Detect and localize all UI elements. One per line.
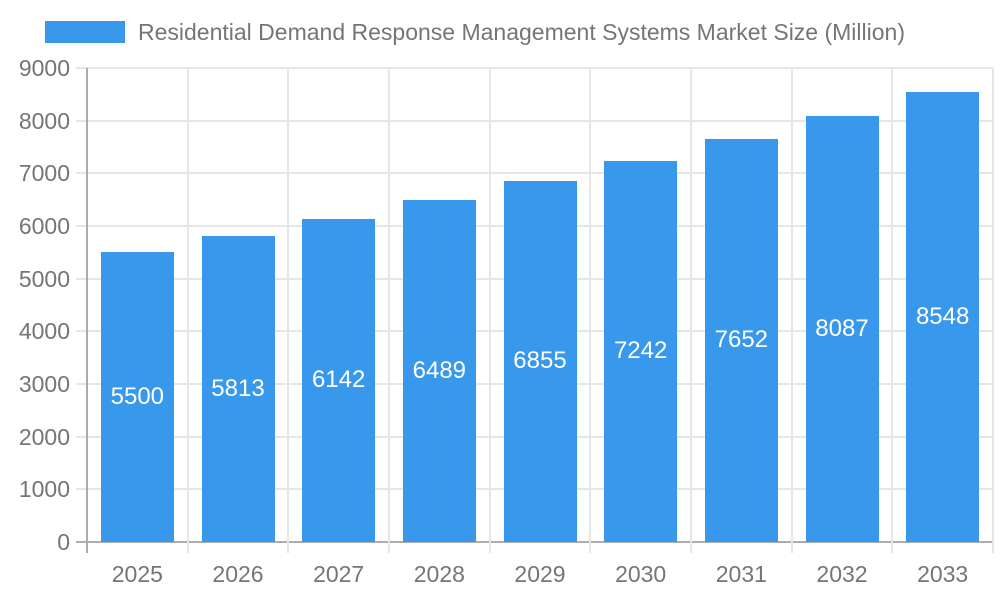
bar-2026 [201,235,275,542]
bar-value-label: 6142 [311,366,366,394]
y-axis-tick-label: 5000 [18,265,70,292]
bar-value-label: 7652 [714,326,769,354]
bar-2033 [906,91,980,542]
x-axis-tick-label: 2029 [514,561,566,587]
y-axis-line [86,68,88,553]
x-axis-baseline [76,541,993,543]
gridline-vertical [589,68,592,553]
gridline-vertical [488,68,491,553]
bar-2025 [100,252,174,542]
bar-value-label: 5500 [110,383,165,411]
gridline-vertical [790,68,793,553]
x-axis-tick-label: 2033 [917,561,969,587]
x-axis-tick-label: 2027 [313,561,365,587]
y-axis-tick-label: 6000 [18,213,70,239]
gridline-vertical [388,68,390,553]
gridline-horizontal [76,67,993,69]
x-axis-tick-label: 2028 [413,561,465,587]
gridline-horizontal [76,119,993,122]
chart-legend: Residential Demand Response Management S… [0,0,1000,50]
gridline-vertical [690,68,692,553]
y-axis-tick-label: 3000 [18,371,70,397]
x-axis-tick-label: 2030 [615,561,667,587]
gridline-vertical [186,68,189,553]
y-axis-tick-label: 2000 [18,423,70,450]
legend-label: Residential Demand Response Management S… [138,19,905,45]
y-axis-tick-label: 8000 [18,107,70,134]
y-axis-tick-label: 7000 [18,160,70,187]
y-axis-tick-label: 1000 [18,476,70,503]
gridline-vertical [287,68,290,553]
bar-value-label: 8087 [815,315,869,343]
legend-swatch-icon [45,21,125,43]
bar-value-label: 5813 [211,374,265,402]
y-axis-tick-label: 9000 [18,55,70,81]
bar-2027 [302,218,376,542]
bar-value-label: 6489 [412,357,467,385]
x-axis-tick-label: 2032 [816,561,868,587]
x-axis-tick-label: 2025 [111,561,163,587]
bar-2030 [604,160,678,542]
bar-2028 [402,200,476,542]
gridline-horizontal [76,172,993,175]
gridline-vertical [891,68,894,553]
bar-2032 [805,116,879,542]
bar-value-label: 6855 [513,347,567,375]
y-axis-tick-label: 4000 [18,318,70,345]
bar-2031 [704,138,778,542]
x-axis-tick-label: 2026 [212,561,264,587]
bar-2029 [503,180,577,542]
gridline-vertical [992,68,994,553]
y-axis-tick-label: 0 [57,529,70,555]
bar-value-label: 8548 [915,302,970,330]
bar-value-label: 7242 [613,337,668,365]
x-axis-tick-label: 2031 [715,561,767,587]
